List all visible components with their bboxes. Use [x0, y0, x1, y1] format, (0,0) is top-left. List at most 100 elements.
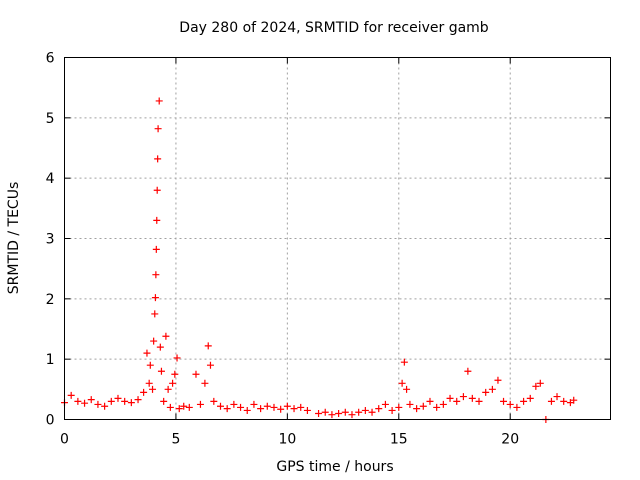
- data-point: [482, 388, 490, 396]
- data-point: [250, 400, 258, 408]
- data-point: [526, 394, 534, 402]
- data-point: [150, 337, 158, 345]
- data-point: [303, 406, 311, 414]
- data-point: [127, 399, 135, 407]
- data-point: [560, 397, 568, 405]
- data-point: [162, 332, 170, 340]
- data-point: [157, 367, 165, 375]
- data-point: [206, 361, 214, 369]
- data-point: [230, 400, 238, 408]
- grid-lines: [64, 57, 611, 420]
- data-point: [196, 400, 204, 408]
- data-point: [175, 405, 183, 413]
- x-tick-labels: 0 5 10 15 20: [60, 432, 519, 448]
- data-point: [210, 397, 218, 405]
- data-point: [149, 385, 157, 393]
- data-point: [315, 409, 323, 417]
- y-tick-label: 3: [46, 232, 55, 248]
- y-tick-label: 1: [46, 352, 55, 368]
- data-point: [290, 405, 298, 413]
- y-tick-label: 2: [46, 292, 55, 308]
- data-point: [257, 405, 265, 413]
- data-point: [361, 406, 369, 414]
- data-point: [87, 396, 95, 404]
- y-tick-label: 6: [46, 51, 55, 67]
- data-point: [134, 396, 142, 404]
- data-point: [475, 397, 483, 405]
- data-point: [446, 394, 454, 402]
- data-point: [152, 245, 160, 253]
- data-point: [151, 294, 159, 302]
- data-point: [355, 408, 363, 416]
- data-point: [406, 400, 414, 408]
- data-point: [513, 403, 521, 411]
- data-point: [388, 406, 396, 414]
- series-srmtid: [61, 97, 578, 423]
- data-point: [101, 402, 109, 410]
- data-point: [341, 408, 349, 416]
- data-point: [204, 342, 212, 350]
- x-tick-label: 15: [390, 432, 408, 448]
- data-point: [297, 403, 305, 411]
- y-tick-label: 0: [46, 413, 55, 429]
- data-point: [152, 271, 160, 279]
- data-point: [180, 402, 188, 410]
- data-point: [145, 379, 153, 387]
- data-point: [270, 403, 278, 411]
- data-point: [155, 97, 163, 105]
- data-point: [536, 379, 544, 387]
- data-point: [121, 397, 129, 405]
- data-point: [156, 343, 164, 351]
- data-point: [403, 385, 411, 393]
- data-point: [520, 397, 528, 405]
- data-point: [237, 403, 245, 411]
- data-point: [464, 367, 472, 375]
- y-axis-label: SRMTID / TECUs: [6, 182, 22, 295]
- data-point: [321, 408, 329, 416]
- data-point: [94, 400, 102, 408]
- x-tick-label: 20: [501, 432, 519, 448]
- data-point: [570, 396, 578, 404]
- data-point: [413, 405, 421, 413]
- data-point: [453, 397, 461, 405]
- data-point: [114, 394, 122, 402]
- data-point: [164, 385, 172, 393]
- data-point: [151, 310, 159, 318]
- data-point: [488, 385, 496, 393]
- data-point: [153, 216, 161, 224]
- data-point: [419, 402, 427, 410]
- data-point: [368, 408, 376, 416]
- data-point: [494, 376, 502, 384]
- data-point: [169, 379, 177, 387]
- data-point: [217, 402, 224, 410]
- data-point: [67, 391, 75, 399]
- data-point: [277, 405, 285, 413]
- data-point: [439, 400, 447, 408]
- x-tick-label: 10: [278, 432, 296, 448]
- data-point: [192, 370, 200, 378]
- data-point: [107, 397, 115, 405]
- data-point: [459, 393, 467, 401]
- data-point: [223, 405, 231, 413]
- data-point: [146, 361, 154, 369]
- y-tick-label: 4: [46, 171, 55, 187]
- data-point: [468, 394, 476, 402]
- data-point: [506, 400, 514, 408]
- data-point: [547, 397, 555, 405]
- data-point: [243, 406, 251, 414]
- data-point: [153, 186, 161, 194]
- data-point: [335, 409, 343, 417]
- data-point: [375, 405, 383, 413]
- data-point: [400, 358, 408, 366]
- data-point: [154, 125, 162, 133]
- data-point: [283, 402, 291, 410]
- data-point: [201, 379, 209, 387]
- data-point: [398, 379, 406, 387]
- data-point: [395, 403, 403, 411]
- data-point: [381, 400, 389, 408]
- y-tick-labels: 0 1 2 3 4 5 6: [46, 51, 55, 429]
- data-point: [154, 155, 162, 163]
- y-tick-label: 5: [46, 111, 55, 127]
- data-point: [500, 397, 508, 405]
